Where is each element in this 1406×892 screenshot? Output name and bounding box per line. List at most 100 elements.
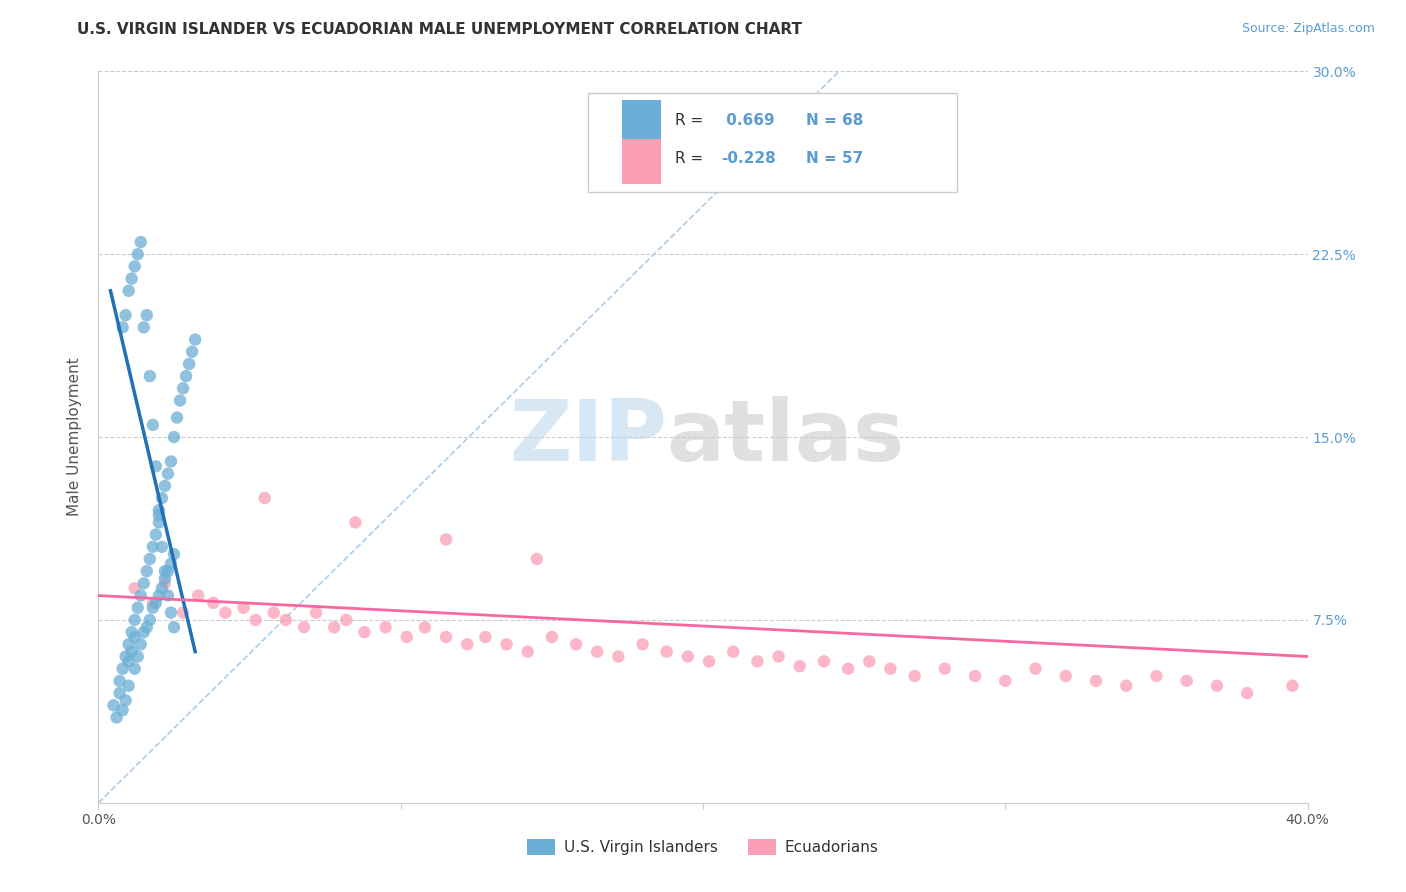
Point [1144,669,1167,683]
Point [305,606,328,620]
Point [150,540,173,554]
Point [153,572,176,586]
Point [163,430,186,444]
Point [179,357,201,371]
Point [879,662,901,676]
Point [121,271,143,285]
Point [335,613,357,627]
Point [540,630,562,644]
Point [108,686,131,700]
Point [114,308,136,322]
Point [145,596,167,610]
FancyBboxPatch shape [588,94,957,192]
Point [153,576,176,591]
Point [139,613,162,627]
Point [124,662,146,676]
Point [118,654,141,668]
Point [495,637,517,651]
Point [697,654,720,668]
Point [353,625,375,640]
Point [163,620,186,634]
Point [142,417,165,432]
Point [723,645,745,659]
Point [148,516,170,530]
Point [127,600,149,615]
Point [1085,673,1108,688]
Point [132,625,155,640]
Point [965,669,987,683]
Text: Source: ZipAtlas.com: Source: ZipAtlas.com [1241,22,1375,36]
Point [395,630,418,644]
Point [169,393,191,408]
Text: 0.669: 0.669 [721,112,775,128]
Point [655,645,678,659]
Point [1115,679,1137,693]
Point [837,662,859,676]
Text: R =: R = [675,152,709,167]
Point [105,710,128,724]
Point [1206,679,1229,693]
Point [526,552,548,566]
Text: ZIP: ZIP [509,395,666,479]
Point [124,613,146,627]
Point [172,381,194,395]
Point [166,410,188,425]
Point [121,645,143,659]
Point [565,637,588,651]
Point [474,630,496,644]
Point [1281,679,1303,693]
Bar [621,100,661,145]
Point [145,459,167,474]
Point [344,516,367,530]
Point [118,284,141,298]
Point [1236,686,1258,700]
Point [323,620,346,634]
Point [114,693,136,707]
Point [434,630,457,644]
Point [118,679,141,693]
Point [187,589,209,603]
Point [174,369,197,384]
Point [103,698,125,713]
Point [160,454,183,468]
Point [145,527,167,541]
Point [1024,662,1046,676]
Point [1054,669,1077,683]
Point [135,564,157,578]
Text: atlas: atlas [666,395,905,479]
Point [121,625,143,640]
Point [111,320,134,334]
Point [374,620,396,634]
Point [142,540,165,554]
Point [904,669,927,683]
Text: N = 68: N = 68 [806,112,863,128]
Point [129,589,152,603]
Point [148,508,170,522]
Point [586,645,609,659]
Point [163,547,186,561]
Point [747,654,769,668]
Text: U.S. VIRGIN ISLANDER VS ECUADORIAN MALE UNEMPLOYMENT CORRELATION CHART: U.S. VIRGIN ISLANDER VS ECUADORIAN MALE … [77,22,803,37]
Point [181,344,204,359]
Y-axis label: Male Unemployment: Male Unemployment [67,358,83,516]
Point [232,600,254,615]
Point [676,649,699,664]
Point [607,649,630,664]
Point [129,235,152,249]
Point [253,491,276,505]
Point [245,613,267,627]
Point [127,247,149,261]
Point [202,596,225,610]
Point [150,581,173,595]
Point [132,320,155,334]
Point [160,557,183,571]
Point [456,637,478,651]
Point [858,654,880,668]
Point [156,589,179,603]
Text: R =: R = [675,112,709,128]
Point [111,703,134,717]
Point [768,649,790,664]
Point [108,673,131,688]
Point [142,596,165,610]
Point [153,479,176,493]
